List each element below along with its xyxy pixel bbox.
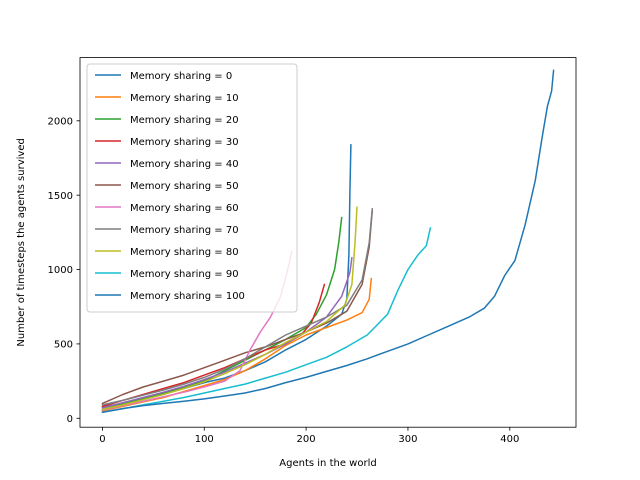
legend-label-5: Memory sharing = 50 [130,181,239,192]
plot-frame [79,57,577,428]
legend-label-7: Memory sharing = 70 [130,225,239,236]
series-line-9 [101,227,432,414]
y-axis-ticks: 0 500 1000 1500 2000 [48,116,80,425]
x-axis-ticks: 0 100 200 300 400 [99,427,519,445]
legend-label-0: Memory sharing = 0 [130,71,232,82]
legend-label-10: Memory sharing = 100 [130,291,245,302]
legend: Memory sharing = 0 Memory sharing = 10 Mem… [86,63,298,313]
legend-box [86,63,298,313]
legend-label-6: Memory sharing = 60 [130,203,239,214]
x-tick-label-0: 0 [99,434,105,445]
y-tick-label-0: 0 [67,414,73,425]
legend-label-2: Memory sharing = 20 [130,115,239,126]
series-line-7 [101,207,374,406]
y-tick-label-2: 1000 [48,265,73,276]
x-axis-label: Agents in the world [279,458,376,469]
x-tick-label-2: 200 [297,434,316,445]
y-tick-label-1: 500 [54,340,73,351]
legend-label-4: Memory sharing = 40 [130,159,239,170]
series-line-8 [101,206,358,411]
legend-label-1: Memory sharing = 10 [130,93,239,104]
x-tick-label-3: 300 [398,434,417,445]
series-line-4 [101,256,353,409]
x-tick-label-4: 400 [500,434,519,445]
series-layer [101,69,555,414]
series-line-5 [101,209,374,405]
legend-label-8: Memory sharing = 80 [130,247,239,258]
series-line-10 [101,69,555,414]
y-tick-label-3: 1500 [48,191,73,202]
x-tick-label-1: 100 [195,434,214,445]
legend-label-9: Memory sharing = 90 [130,269,239,280]
y-axis-label: Number of timesteps the agents survived [16,138,27,346]
legend-label-3: Memory sharing = 30 [130,137,239,148]
y-tick-label-4: 2000 [48,116,73,127]
